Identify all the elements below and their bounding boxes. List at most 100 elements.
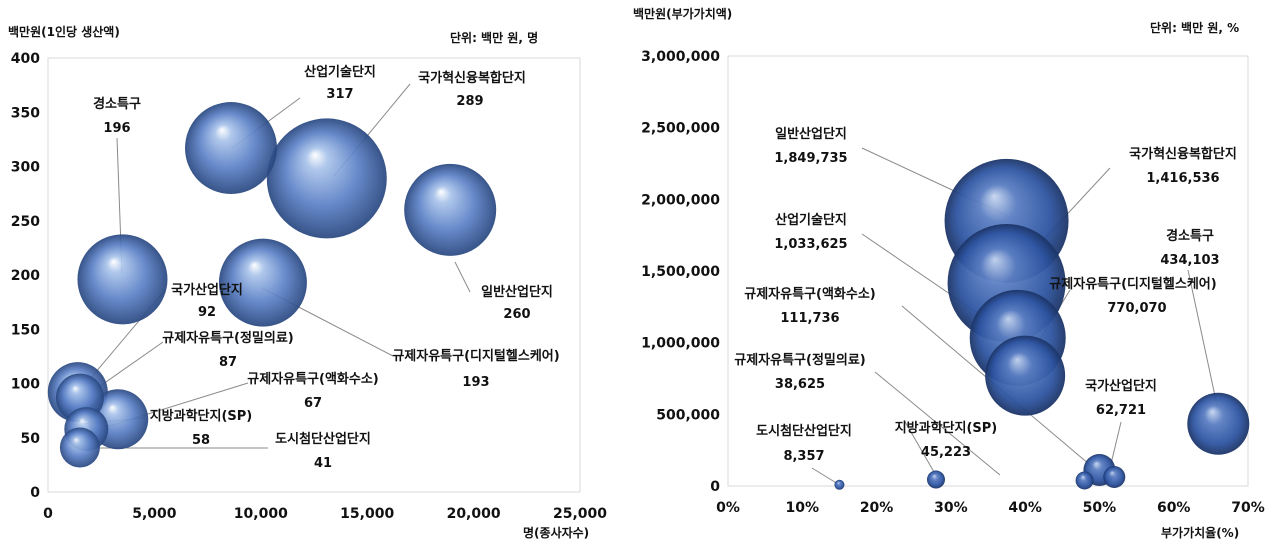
chart1-x-tick-label: 0 (43, 506, 53, 522)
chart2-y-tick-label: 2,500,000 (641, 121, 720, 137)
chart1-y-ticks: 0 50 100 150 200 250 300 350 400 (11, 51, 40, 501)
chart1-bubble-name: 일반산업단지 (481, 284, 553, 300)
chart1-bubble-name: 국가혁신융복합단지 (418, 70, 526, 86)
chart2-y-tick-label: 0 (710, 479, 720, 495)
chart1-x-tick-label: 10,000 (234, 506, 288, 522)
chart1-bubble-value: 67 (304, 396, 322, 411)
chart1: 백만원(1인당 생산액) 단위: 백만 원, 명 명(종사자수) 0 50 100 1… (8, 24, 607, 540)
chart2-x-tick-label: 40% (1008, 500, 1042, 516)
chart2-bubble-name: 일반산업단지 (775, 126, 847, 142)
chart1-bubble-name: 산업기술단지 (304, 64, 376, 80)
chart1-bubble-value: 92 (198, 305, 216, 320)
chart1-bubble-name: 경소특구 (93, 96, 141, 112)
chart2-bubble-value: 1,033,625 (774, 237, 847, 252)
chart1-y-tick-label: 150 (11, 322, 40, 338)
chart1-x-ticks: 0 5,000 10,000 15,000 20,000 25,000 (43, 506, 607, 522)
chart2-bubble-name: 도시첨단산업단지 (756, 423, 852, 439)
chart2-y-tick-label: 1,000,000 (641, 336, 720, 352)
chart2-bubble (927, 470, 945, 489)
chart2-bubbles (834, 158, 1250, 490)
chart2-bubble-name: 국가혁신융복합단지 (1129, 146, 1237, 162)
chart2-x-tick-label: 60% (1157, 500, 1191, 516)
chart2-bubble-name: 규제자유특구(정밀의료) (734, 352, 865, 368)
chart1-x-tick-label: 25,000 (553, 506, 607, 522)
chart1-x-axis-title: 명(종사자수) (523, 525, 589, 540)
chart2-bubble-name: 국가산업단지 (1085, 378, 1157, 394)
chart1-bubble-value: 317 (326, 87, 353, 102)
chart2-bubble (985, 335, 1066, 416)
chart2-x-ticks: 0% 10% 20% 30% 40% 50% 60% 70% (716, 500, 1265, 516)
chart1-bubble-value: 260 (503, 307, 530, 322)
chart2-x-tick-label: 50% (1083, 500, 1117, 516)
chart1-y-tick-label: 50 (21, 431, 41, 447)
chart2-leader-line (1187, 269, 1219, 411)
chart2-bubble-value: 38,625 (775, 377, 825, 392)
chart2-y-tick-label: 500,000 (656, 407, 720, 423)
chart2-x-tick-label: 20% (860, 500, 894, 516)
chart1-bubble (266, 118, 387, 239)
chart2-bubble-value: 770,070 (1107, 301, 1166, 316)
chart2-bubble-value: 111,736 (780, 311, 839, 326)
chart1-bubble-name: 지방과학단지(SP) (150, 408, 253, 424)
chart1-bubble-value: 41 (314, 456, 332, 471)
chart2-x-tick-label: 10% (786, 500, 820, 516)
chart1-bubble-value: 193 (462, 375, 489, 390)
chart1-bubble (77, 234, 168, 325)
chart2-bubble-name: 지방과학단지(SP) (895, 420, 998, 436)
chart1-bubble (185, 102, 278, 195)
chart2-y-ticks: 0 500,000 1,000,000 1,500,000 2,000,000 2,500… (641, 49, 720, 495)
chart1-bubble-name: 규제자유특구(디지털헬스케어) (392, 348, 559, 364)
chart1-x-tick-label: 5,000 (132, 506, 177, 522)
chart2-bubble-name: 경소특구 (1166, 228, 1214, 244)
chart1-bubble-value: 196 (103, 121, 130, 136)
chart2-bubble (1075, 471, 1094, 490)
chart2-bubble-name: 규제자유특구(디지털헬스케어) (1049, 276, 1216, 292)
chart1-y-tick-label: 200 (11, 268, 40, 284)
chart1-bubble (218, 238, 307, 327)
chart2: 백만원(부가가치액) 단위: 백만 원, % 부가가치율(%) 0 500,000… (633, 6, 1265, 540)
chart1-bubble-value: 289 (456, 94, 483, 109)
chart2-bubble-name: 규제자유특구(액화수소) (744, 286, 875, 302)
chart1-bubble-name: 규제자유특구(정밀의료) (162, 330, 293, 346)
chart1-bubble (404, 163, 497, 256)
chart1-y-axis-title: 백만원(1인당 생산액) (8, 24, 120, 39)
chart2-leader-line (903, 419, 935, 473)
chart2-leader-line (874, 371, 1001, 476)
chart2-bubble-value: 45,223 (921, 445, 971, 460)
chart1-bubble-name: 국가산업단지 (171, 282, 243, 298)
chart1-bubble-name: 규제자유특구(액화수소) (247, 371, 378, 387)
chart1-bubbles (47, 102, 497, 468)
chart2-leader-line (811, 467, 839, 485)
chart1-y-tick-label: 400 (11, 51, 40, 67)
chart1-y-tick-label: 300 (11, 160, 40, 176)
chart2-bubble-value: 62,721 (1096, 403, 1146, 418)
chart1-data-labels: 산업기술단지 317 국가혁신융복합단지 289 경소특구 196 일반산업단지 260 규제자… (93, 64, 560, 471)
chart1-unit-note: 단위: 백만 원, 명 (450, 30, 538, 45)
chart2-x-axis-title: 부가가치율(%) (1161, 525, 1239, 540)
chart1-leader-line (454, 261, 471, 293)
chart2-x-tick-label: 0% (716, 500, 740, 516)
chart2-y-axis-title: 백만원(부가가치액) (633, 6, 732, 21)
chart1-x-tick-label: 20,000 (447, 506, 501, 522)
chart1-bubble (59, 427, 100, 468)
chart1-y-tick-label: 350 (11, 105, 40, 121)
chart2-bubble-name: 산업기술단지 (775, 212, 847, 228)
chart2-bubble-value: 434,103 (1160, 253, 1219, 268)
chart2-y-tick-label: 3,000,000 (641, 49, 720, 65)
chart2-data-labels: 일반산업단지 1,849,735 국가혁신융복합단지 1,416,536 산업기술단지 1… (734, 126, 1237, 464)
chart2-y-tick-label: 2,000,000 (641, 192, 720, 208)
chart1-y-tick-label: 250 (11, 214, 40, 230)
chart1-bubble-value: 87 (219, 355, 237, 370)
chart2-bubble-value: 1,416,536 (1146, 171, 1219, 186)
chart2-x-tick-label: 70% (1231, 500, 1265, 516)
chart1-y-tick-label: 0 (30, 485, 40, 501)
chart2-bubble-value: 8,357 (783, 449, 824, 464)
chart1-bubble-value: 58 (192, 433, 210, 448)
chart2-bubble (1187, 392, 1250, 455)
chart2-bubble (834, 479, 845, 490)
chart1-x-tick-label: 15,000 (340, 506, 394, 522)
chart1-bubble-name: 도시첨단산업단지 (275, 431, 371, 447)
chart2-unit-note: 단위: 백만 원, % (1150, 20, 1239, 35)
chart2-bubble-value: 1,849,735 (774, 151, 847, 166)
